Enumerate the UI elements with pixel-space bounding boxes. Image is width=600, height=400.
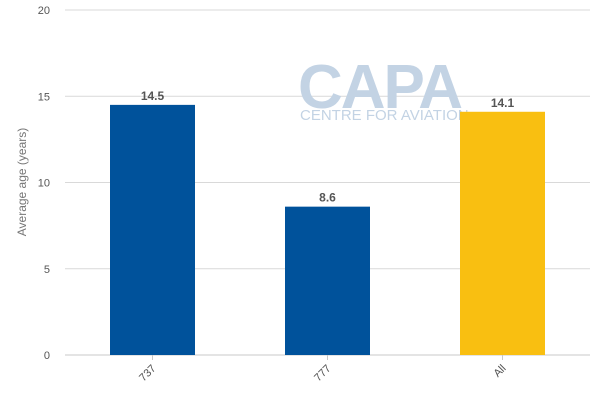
data-label: 14.5 [141,89,165,103]
y-axis-ticks: 0 5 10 15 20 [38,5,50,362]
watermark: CAPA CENTRE FOR AVIATION [298,53,469,124]
watermark-tagline: CENTRE FOR AVIATION [300,107,469,124]
y-tick-label: 20 [38,5,50,17]
data-label: 14.1 [491,96,515,110]
bar-All [460,111,545,356]
y-tick-label: 10 [38,178,50,190]
watermark-brand: CAPA [298,53,462,122]
data-label: 8.6 [319,191,336,205]
bar-777 [285,206,370,355]
y-tick-label: 15 [38,91,50,103]
x-tick-label: All [491,363,508,380]
bar-737 [110,104,195,355]
x-axis-ticks: 737 777 All [137,355,509,384]
x-tick-label: 777 [312,363,333,384]
y-axis-title: Average age (years) [15,128,29,237]
bars [110,104,545,356]
data-labels: 14.5 8.6 14.1 [141,89,515,205]
y-tick-label: 0 [44,350,50,362]
x-tick-label: 737 [137,363,158,384]
y-tick-label: 5 [44,264,50,276]
